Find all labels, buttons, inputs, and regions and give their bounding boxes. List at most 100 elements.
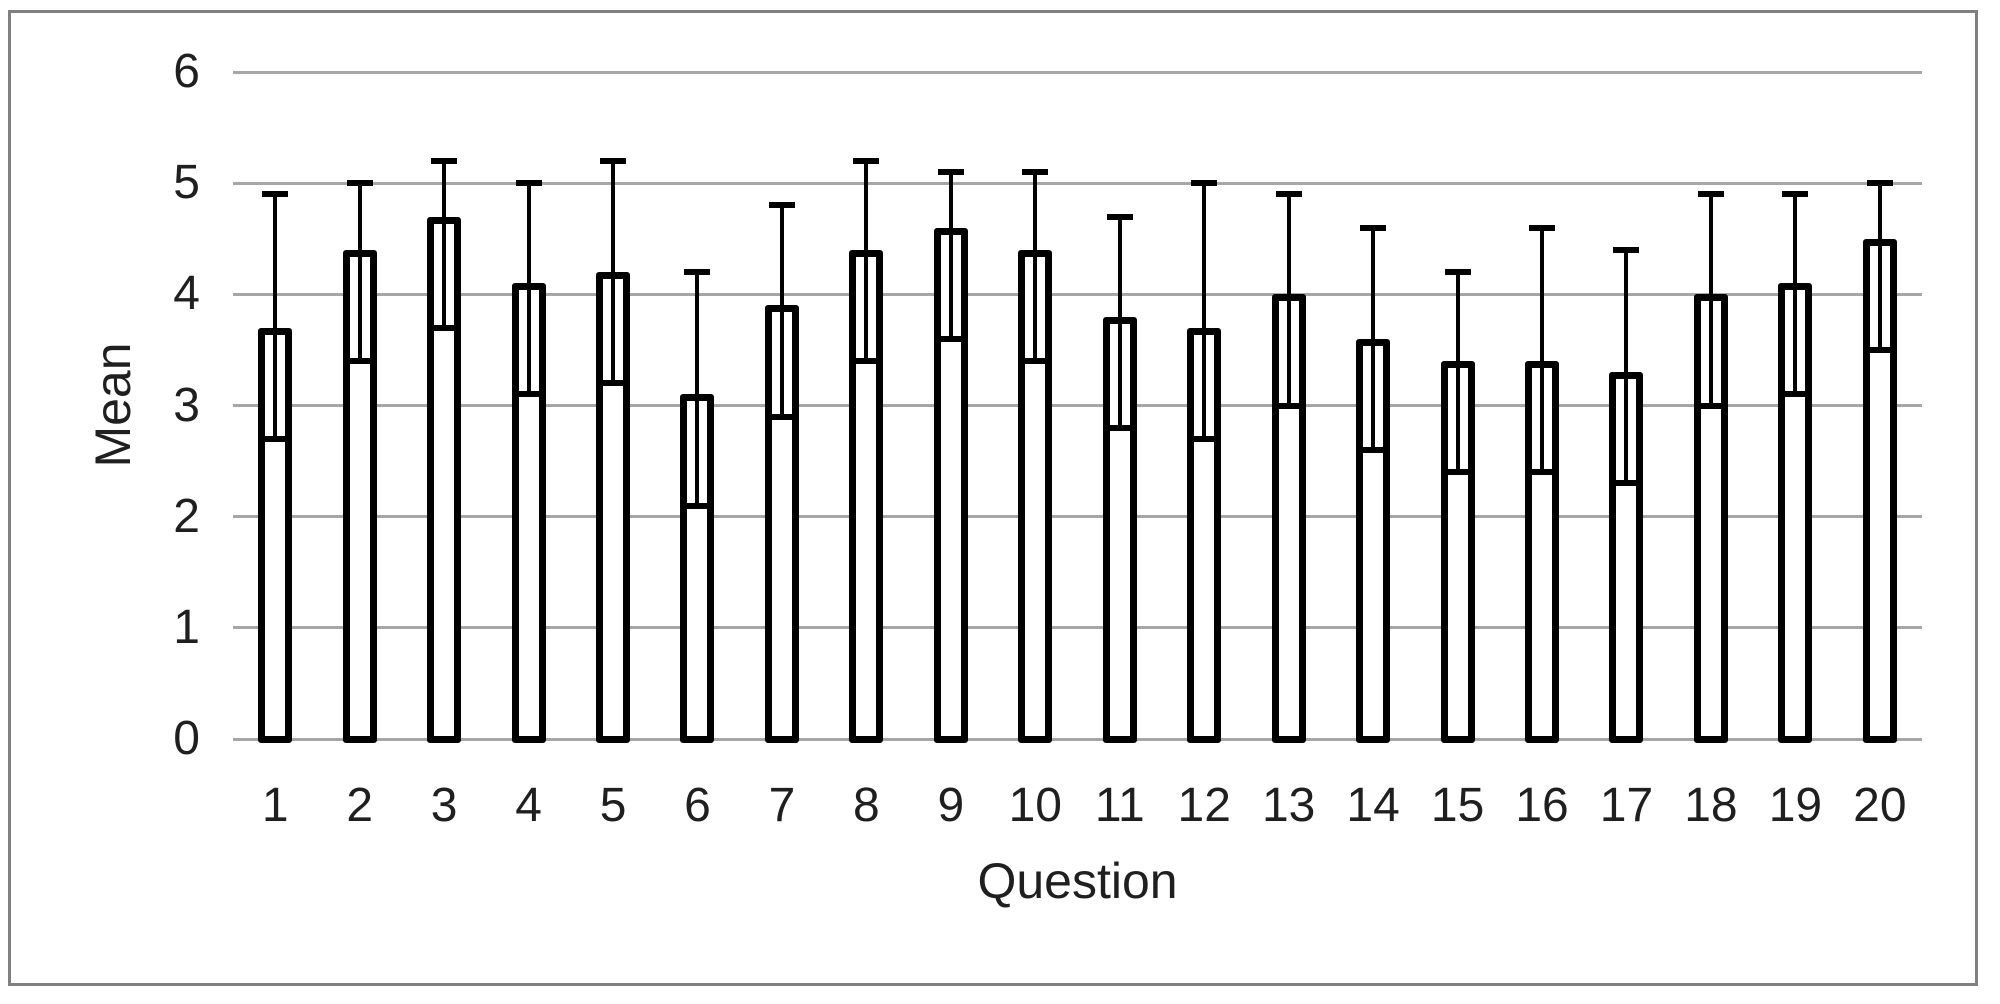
error-bar-cap-top-16 bbox=[1528, 224, 1555, 231]
error-bar-cap-top-9 bbox=[937, 169, 964, 176]
x-tick-label-15: 15 bbox=[1430, 779, 1485, 832]
error-bar-cap-top-3 bbox=[431, 157, 458, 164]
x-axis-title: Question bbox=[977, 853, 1178, 909]
error-bar-cap-top-15 bbox=[1444, 269, 1471, 276]
error-bar-line-17 bbox=[1624, 249, 1629, 484]
gridline-y-4 bbox=[233, 292, 1922, 296]
x-tick-label-8: 8 bbox=[853, 779, 880, 832]
error-bar-cap-bottom-12 bbox=[1191, 435, 1218, 442]
x-tick-label-10: 10 bbox=[1008, 779, 1062, 832]
error-bar-line-7 bbox=[779, 205, 784, 417]
error-bar-cap-bottom-6 bbox=[684, 502, 711, 509]
error-bar-cap-top-7 bbox=[768, 202, 795, 209]
error-bar-line-13 bbox=[1286, 194, 1291, 406]
error-bar-cap-bottom-4 bbox=[515, 391, 542, 398]
error-bar-line-20 bbox=[1877, 183, 1882, 350]
x-tick-label-5: 5 bbox=[599, 779, 627, 832]
error-bar-cap-bottom-19 bbox=[1782, 391, 1809, 398]
error-bar-line-11 bbox=[1117, 216, 1122, 428]
gridline-y-5 bbox=[233, 181, 1922, 185]
x-tick-label-19: 19 bbox=[1768, 779, 1823, 832]
error-bar-cap-top-11 bbox=[1106, 213, 1133, 220]
error-bar-cap-top-1 bbox=[262, 191, 289, 198]
x-axis-tick-labels: 1 2 3 4 5 6 7 8 9 10 11 12 13 14 15 16 17 18 19 20 bbox=[233, 780, 1922, 832]
error-bar-line-18 bbox=[1708, 194, 1713, 406]
error-bar-cap-top-17 bbox=[1613, 246, 1640, 253]
bar-question-12 bbox=[1187, 327, 1222, 743]
error-bar-cap-top-18 bbox=[1697, 191, 1724, 198]
error-bar-line-6 bbox=[695, 272, 700, 506]
error-bar-cap-top-10 bbox=[1022, 169, 1049, 176]
error-bar-line-8 bbox=[864, 160, 869, 362]
error-bar-cap-bottom-16 bbox=[1528, 469, 1555, 476]
y-tick-label-3: 3 bbox=[173, 378, 200, 432]
error-bar-cap-bottom-15 bbox=[1444, 469, 1471, 476]
error-bar-cap-bottom-13 bbox=[1275, 402, 1302, 409]
error-bar-line-15 bbox=[1455, 272, 1460, 473]
error-bar-cap-bottom-18 bbox=[1697, 402, 1724, 409]
x-tick-label-20: 20 bbox=[1853, 779, 1907, 832]
error-bar-cap-top-20 bbox=[1866, 180, 1893, 187]
error-bar-line-9 bbox=[948, 172, 953, 339]
error-bar-line-4 bbox=[526, 183, 531, 395]
x-tick-label-7: 7 bbox=[768, 779, 796, 832]
x-tick-label-17: 17 bbox=[1599, 779, 1654, 832]
error-bar-cap-top-2 bbox=[346, 180, 373, 187]
gridline-y-6 bbox=[233, 70, 1922, 74]
error-bar-cap-top-12 bbox=[1191, 180, 1218, 187]
error-bar-cap-top-14 bbox=[1360, 224, 1387, 231]
x-tick-label-14: 14 bbox=[1346, 779, 1400, 832]
error-bar-line-16 bbox=[1539, 227, 1544, 473]
gridline-y-0 bbox=[233, 737, 1922, 741]
error-bar-cap-top-13 bbox=[1275, 191, 1302, 198]
y-tick-label-2: 2 bbox=[173, 489, 200, 543]
bar-question-16 bbox=[1524, 361, 1559, 743]
plot-area bbox=[233, 70, 1922, 743]
x-tick-label-6: 6 bbox=[684, 779, 711, 832]
gridline-y-1 bbox=[233, 626, 1922, 630]
error-bar-line-2 bbox=[357, 183, 362, 362]
y-tick-label-4: 4 bbox=[173, 267, 200, 321]
bar-question-10 bbox=[1018, 249, 1053, 743]
error-bar-cap-bottom-3 bbox=[431, 324, 458, 331]
gridline-y-2 bbox=[233, 515, 1922, 519]
error-bar-cap-bottom-7 bbox=[768, 413, 795, 420]
error-bar-line-10 bbox=[1033, 172, 1038, 362]
error-bar-cap-bottom-20 bbox=[1866, 346, 1893, 353]
y-tick-label-0: 0 bbox=[173, 712, 200, 765]
error-bar-cap-bottom-11 bbox=[1106, 424, 1133, 431]
figure-border bbox=[8, 10, 1978, 986]
x-tick-label-12: 12 bbox=[1177, 779, 1231, 832]
error-bar-line-12 bbox=[1202, 183, 1207, 439]
x-tick-label-4: 4 bbox=[515, 779, 542, 832]
error-bar-cap-top-6 bbox=[684, 269, 711, 276]
error-bar-line-5 bbox=[611, 160, 616, 384]
error-bar-cap-bottom-9 bbox=[937, 335, 964, 342]
gridline-y-3 bbox=[233, 404, 1922, 407]
x-tick-label-9: 9 bbox=[937, 779, 965, 832]
x-tick-label-13: 13 bbox=[1261, 779, 1316, 832]
error-bar-line-19 bbox=[1793, 194, 1798, 395]
error-bar-line-14 bbox=[1371, 227, 1376, 450]
error-bar-cap-bottom-17 bbox=[1613, 480, 1640, 487]
error-bar-line-1 bbox=[273, 194, 278, 439]
y-tick-label-1: 1 bbox=[173, 600, 200, 654]
error-bar-cap-bottom-8 bbox=[853, 358, 880, 365]
x-tick-label-18: 18 bbox=[1684, 779, 1738, 832]
x-tick-label-1: 1 bbox=[261, 779, 289, 832]
x-tick-label-16: 16 bbox=[1515, 779, 1569, 832]
error-bar-cap-top-8 bbox=[853, 157, 880, 164]
error-bar-cap-top-5 bbox=[600, 157, 627, 164]
error-bar-cap-bottom-1 bbox=[262, 435, 289, 442]
bar-question-19 bbox=[1778, 283, 1813, 743]
x-tick-label-3: 3 bbox=[430, 779, 458, 832]
error-bar-cap-top-19 bbox=[1782, 191, 1809, 198]
x-tick-label-2: 2 bbox=[346, 779, 374, 832]
error-bar-cap-bottom-5 bbox=[600, 380, 627, 387]
error-bar-cap-top-4 bbox=[515, 180, 542, 187]
y-tick-label-5: 5 bbox=[173, 156, 200, 210]
error-bar-line-3 bbox=[442, 160, 447, 328]
y-tick-label-6: 6 bbox=[173, 45, 200, 98]
error-bar-cap-bottom-14 bbox=[1360, 446, 1387, 453]
